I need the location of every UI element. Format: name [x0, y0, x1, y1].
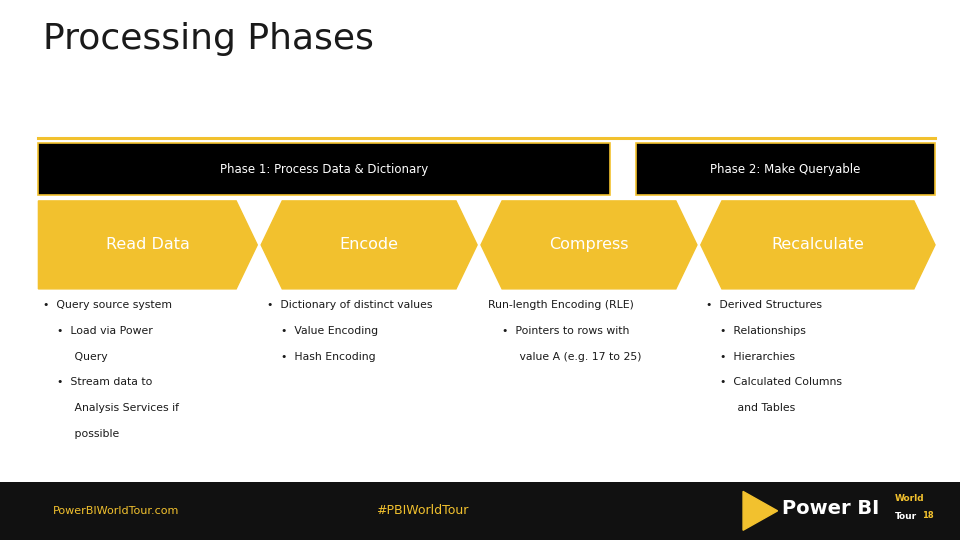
Text: and Tables: and Tables — [706, 403, 795, 414]
Text: Tour: Tour — [895, 512, 917, 521]
Text: Recalculate: Recalculate — [772, 238, 864, 252]
Text: possible: possible — [43, 429, 119, 440]
FancyBboxPatch shape — [0, 482, 960, 540]
Text: Read Data: Read Data — [106, 238, 190, 252]
Polygon shape — [261, 201, 477, 289]
Text: #PBIWorldTour: #PBIWorldTour — [376, 504, 468, 517]
Text: •  Hierarchies: • Hierarchies — [706, 352, 795, 362]
Text: •  Pointers to rows with: • Pointers to rows with — [488, 326, 629, 336]
Text: Phase 1: Process Data & Dictionary: Phase 1: Process Data & Dictionary — [220, 163, 428, 176]
Text: Compress: Compress — [549, 238, 629, 252]
FancyBboxPatch shape — [38, 143, 610, 195]
Text: •  Relationships: • Relationships — [706, 326, 805, 336]
Text: •  Load via Power: • Load via Power — [43, 326, 153, 336]
Text: Processing Phases: Processing Phases — [43, 22, 374, 56]
Text: Phase 2: Make Queryable: Phase 2: Make Queryable — [710, 163, 860, 176]
Text: •  Value Encoding: • Value Encoding — [267, 326, 378, 336]
Text: Encode: Encode — [340, 238, 398, 252]
Text: Run-length Encoding (RLE): Run-length Encoding (RLE) — [488, 300, 634, 310]
Text: •  Dictionary of distinct values: • Dictionary of distinct values — [267, 300, 432, 310]
Polygon shape — [481, 201, 697, 289]
Text: •  Derived Structures: • Derived Structures — [706, 300, 822, 310]
Text: •  Hash Encoding: • Hash Encoding — [267, 352, 375, 362]
Polygon shape — [38, 201, 257, 289]
Polygon shape — [743, 491, 778, 530]
Text: PowerBIWorldTour.com: PowerBIWorldTour.com — [53, 506, 180, 516]
Text: Analysis Services if: Analysis Services if — [43, 403, 180, 414]
Text: 18: 18 — [922, 511, 933, 519]
Text: Query: Query — [43, 352, 108, 362]
Text: World: World — [895, 495, 924, 503]
Text: •  Stream data to: • Stream data to — [43, 377, 153, 388]
Text: Power BI: Power BI — [782, 499, 879, 518]
FancyBboxPatch shape — [636, 143, 935, 195]
Polygon shape — [701, 201, 935, 289]
Text: value A (e.g. 17 to 25): value A (e.g. 17 to 25) — [488, 352, 641, 362]
Text: •  Query source system: • Query source system — [43, 300, 172, 310]
Text: •  Calculated Columns: • Calculated Columns — [706, 377, 842, 388]
